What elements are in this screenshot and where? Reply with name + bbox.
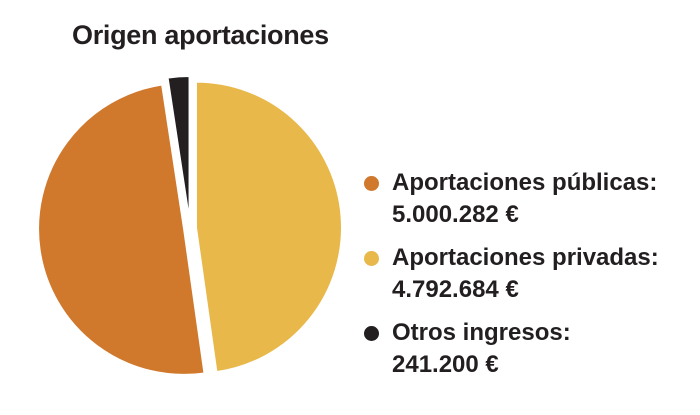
chart-title: Origen aportaciones (72, 20, 329, 50)
legend-item-privadas: Aportaciones privadas: 4.792.684 € (358, 243, 688, 305)
legend-dot-publicas (364, 176, 379, 191)
legend-dot-privadas (364, 251, 379, 266)
legend-label-otros: Otros ingresos: (392, 319, 571, 346)
legend-value-publicas: 5.000.282 € (392, 201, 519, 228)
pie-slice-publicas (37, 83, 206, 376)
pie-chart (37, 75, 343, 376)
pie-slice-privadas (194, 80, 343, 374)
legend-value-privadas: 4.792.684 € (392, 276, 519, 303)
legend-label-privadas: Aportaciones privadas: (392, 244, 659, 271)
legend: Aportaciones públicas: 5.000.282 € Aport… (358, 168, 688, 393)
legend-dot-otros (364, 326, 379, 341)
pie-slice-otros (166, 75, 191, 223)
legend-item-publicas: Aportaciones públicas: 5.000.282 € (358, 168, 688, 230)
legend-value-otros: 241.200 € (392, 351, 499, 378)
legend-label-publicas: Aportaciones públicas: (392, 169, 658, 196)
legend-item-otros: Otros ingresos: 241.200 € (358, 318, 688, 380)
